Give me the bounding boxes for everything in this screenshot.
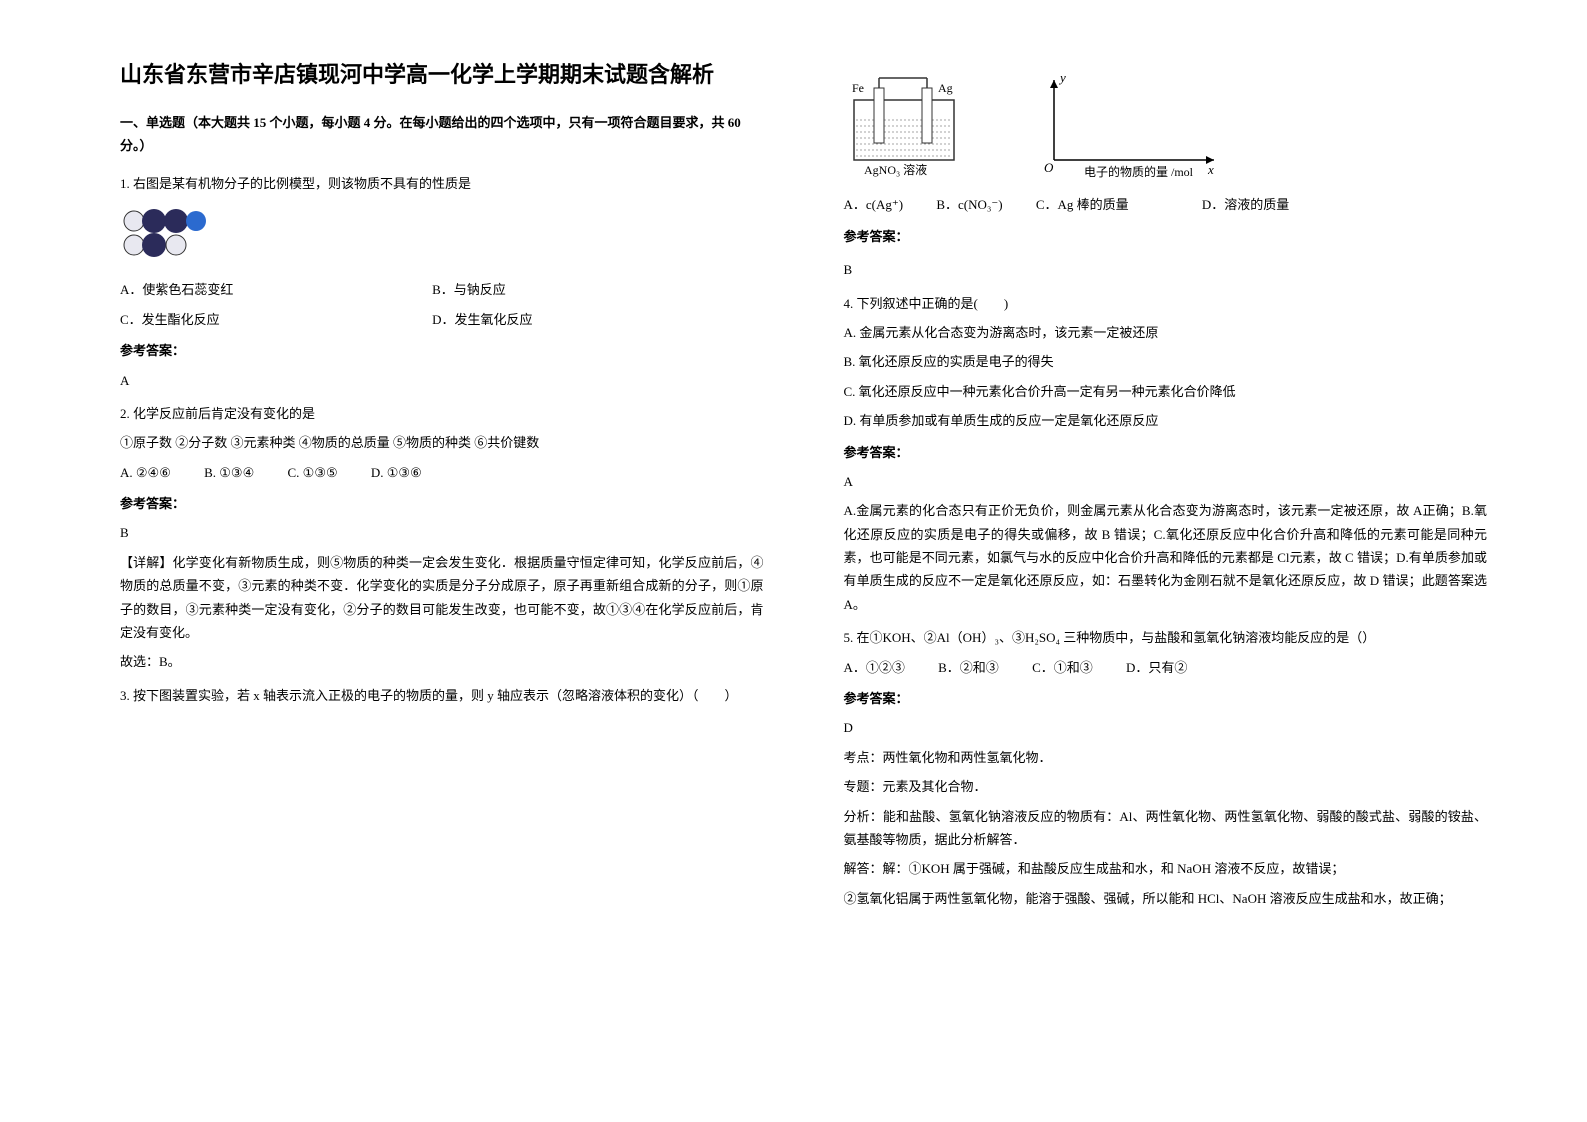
right-column: Fe Ag AgNO₃ 溶液 y x O 电子的物质的量 /mol — [804, 60, 1508, 1082]
q5-opt-b: B．②和③ — [938, 656, 999, 679]
q5-jieda2: ②氢氧化铝属于两性氢氧化物，能溶于强酸、强碱，所以能和 HCl、NaOH 溶液反… — [844, 887, 1488, 910]
q2-num: 2. — [120, 406, 130, 421]
left-column: 山东省东营市辛店镇现河中学高一化学上学期期末试题含解析 一、单选题（本大题共 1… — [100, 60, 804, 1082]
q4-opt-a: A. 金属元素从化合态变为游离态时，该元素一定被还原 — [844, 321, 1488, 344]
q2-text: 2. 化学反应前后肯定没有变化的是 — [120, 402, 764, 425]
q5-opt-a: A．①②③ — [844, 656, 905, 679]
question-4: 4. 下列叙述中正确的是( ) A. 金属元素从化合态变为游离态时，该元素一定被… — [844, 292, 1488, 617]
q5-body: 在①KOH、②Al（OH）₃、③H₂SO₄ 三种物质中，与盐酸和氢氧化钠溶液均能… — [857, 630, 1376, 645]
beaker-label: AgNO₃ 溶液 — [864, 162, 927, 177]
question-5: 5. 在①KOH、②Al（OH）₃、③H₂SO₄ 三种物质中，与盐酸和氢氧化钠溶… — [844, 626, 1488, 910]
q1-options-row1: A．使紫色石蕊变红 B．与钠反应 — [120, 278, 764, 301]
q5-answer: D — [844, 716, 1488, 739]
q2-answer-label: 参考答案： — [120, 492, 764, 515]
q2-answer: B — [120, 521, 764, 544]
question-3-intro: 3. 按下图装置实验，若 x 轴表示流入正极的电子的物质的量，则 y 轴应表示（… — [120, 684, 764, 707]
q1-opt-a: A．使紫色石蕊变红 — [120, 278, 429, 301]
q1-opt-c: C．发生酯化反应 — [120, 308, 429, 331]
q2-opt-b: B. ①③④ — [204, 461, 254, 484]
q1-opt-d: D．发生氧化反应 — [432, 308, 741, 331]
q1-options-row2: C．发生酯化反应 D．发生氧化反应 — [120, 308, 764, 331]
question-1: 1. 右图是某有机物分子的比例模型，则该物质不具有的性质是 A．使紫色石蕊变红 … — [120, 172, 764, 392]
q2-opt-d: D. ①③⑥ — [371, 461, 422, 484]
q3-opt-c: C．Ag 棒的质量 — [1036, 193, 1129, 216]
q1-num: 1. — [120, 176, 130, 191]
q3-num: 3. — [120, 688, 130, 703]
page: 山东省东营市辛店镇现河中学高一化学上学期期末试题含解析 一、单选题（本大题共 1… — [0, 0, 1587, 1122]
q2-explain: 【详解】化学变化有新物质生成，则⑤物质的种类一定会发生变化．根据质量守恒定律可知… — [120, 551, 764, 645]
q3-opt-d: D．溶液的质量 — [1202, 193, 1289, 216]
q5-answer-label: 参考答案： — [844, 687, 1488, 710]
section-1-heading: 一、单选题（本大题共 15 个小题，每小题 4 分。在每小题给出的四个选项中，只… — [120, 111, 764, 158]
q2-opt-c: C. ①③⑤ — [288, 461, 338, 484]
q5-num: 5. — [844, 630, 854, 645]
q5-opt-d: D．只有② — [1126, 656, 1187, 679]
svg-text:电子的物质的量 /mol: 电子的物质的量 /mol — [1084, 164, 1194, 179]
q3-opt-b: B．c(NO₃⁻) — [936, 193, 1002, 216]
q3-answer-label: 参考答案： — [844, 225, 1488, 248]
q2-options: A. ②④⑥ B. ①③④ C. ①③⑤ D. ①③⑥ — [120, 461, 764, 484]
svg-text:y: y — [1058, 70, 1066, 85]
fe-label: Fe — [852, 81, 864, 95]
q2-opt-a: A. ②④⑥ — [120, 461, 171, 484]
q4-body: 下列叙述中正确的是( ) — [857, 296, 1009, 311]
q5-zhuanti: 专题：元素及其化合物． — [844, 775, 1488, 798]
q5-kaodian: 考点：两性氧化物和两性氢氧化物． — [844, 746, 1488, 769]
doc-title: 山东省东营市辛店镇现河中学高一化学上学期期末试题含解析 — [120, 60, 764, 91]
q5-text: 5. 在①KOH、②Al（OH）₃、③H₂SO₄ 三种物质中，与盐酸和氢氧化钠溶… — [844, 626, 1488, 649]
q2-conclude: 故选：B。 — [120, 650, 764, 673]
q4-answer: A — [844, 470, 1488, 493]
q4-opt-c: C. 氧化还原反应中一种元素化合价升高一定有另一种元素化合价降低 — [844, 380, 1488, 403]
q4-num: 4. — [844, 296, 854, 311]
q3-opt-a: A．c(Ag⁺) — [844, 193, 904, 216]
q3-options: A．c(Ag⁺) B．c(NO₃⁻) C．Ag 棒的质量 D．溶液的质量 — [844, 193, 1488, 216]
molecule-model-icon — [120, 205, 764, 268]
q4-opt-d: D. 有单质参加或有单质生成的反应一定是氧化还原反应 — [844, 409, 1488, 432]
q1-text: 1. 右图是某有机物分子的比例模型，则该物质不具有的性质是 — [120, 172, 764, 195]
q3-body: 按下图装置实验，若 x 轴表示流入正极的电子的物质的量，则 y 轴应表示（忽略溶… — [133, 688, 738, 703]
question-2: 2. 化学反应前后肯定没有变化的是 ①原子数 ②分子数 ③元素种类 ④物质的总质… — [120, 402, 764, 674]
q1-opt-b: B．与钠反应 — [432, 278, 741, 301]
svg-text:x: x — [1207, 162, 1214, 177]
q1-body: 右图是某有机物分子的比例模型，则该物质不具有的性质是 — [133, 176, 471, 191]
beaker-diagram-icon: Fe Ag AgNO₃ 溶液 — [844, 70, 984, 187]
q5-options: A．①②③ B．②和③ C．①和③ D．只有② — [844, 656, 1488, 679]
q2-items: ①原子数 ②分子数 ③元素种类 ④物质的总质量 ⑤物质的种类 ⑥共价键数 — [120, 431, 764, 454]
q1-answer-label: 参考答案： — [120, 339, 764, 362]
q4-explain: A.金属元素的化合态只有正价无负价，则金属元素从化合态变为游离态时，该元素一定被… — [844, 499, 1488, 616]
q3-answer: B — [844, 258, 1488, 281]
q4-answer-label: 参考答案： — [844, 441, 1488, 464]
q5-fenxi: 分析：能和盐酸、氢氧化钠溶液反应的物质有：Al、两性氧化物、两性氢氧化物、弱酸的… — [844, 805, 1488, 852]
q2-body: 化学反应前后肯定没有变化的是 — [133, 406, 315, 421]
q5-jieda1: 解答：解：①KOH 属于强碱，和盐酸反应生成盐和水，和 NaOH 溶液不反应，故… — [844, 857, 1488, 880]
svg-text:O: O — [1044, 160, 1054, 175]
q4-text: 4. 下列叙述中正确的是( ) — [844, 292, 1488, 315]
q5-opt-c: C．①和③ — [1032, 656, 1093, 679]
q4-opt-b: B. 氧化还原反应的实质是电子的得失 — [844, 350, 1488, 373]
q1-answer: A — [120, 369, 764, 392]
q3-diagram-row: Fe Ag AgNO₃ 溶液 y x O 电子的物质的量 /mol — [844, 70, 1488, 187]
ag-label: Ag — [938, 81, 953, 95]
axis-diagram-icon: y x O 电子的物质的量 /mol — [1024, 70, 1224, 187]
q3-text: 3. 按下图装置实验，若 x 轴表示流入正极的电子的物质的量，则 y 轴应表示（… — [120, 684, 764, 707]
